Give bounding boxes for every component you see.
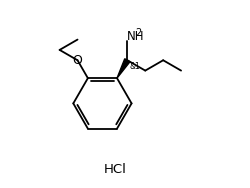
Text: &1: &1: [130, 62, 140, 71]
Text: NH: NH: [127, 30, 145, 43]
Text: 2: 2: [136, 28, 142, 38]
Text: O: O: [72, 54, 83, 67]
Polygon shape: [117, 59, 130, 78]
Text: HCl: HCl: [104, 163, 127, 176]
